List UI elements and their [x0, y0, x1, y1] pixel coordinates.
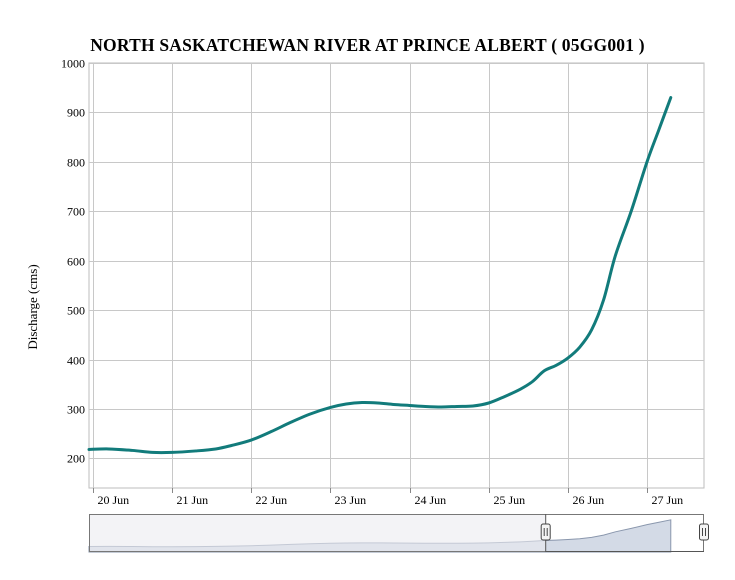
y-tick-label: 800 — [67, 156, 85, 170]
navigator-mask — [89, 514, 546, 552]
x-tick-label: 24 Jun — [415, 493, 447, 507]
navigator-handle-left[interactable] — [540, 523, 551, 541]
y-tick-label: 300 — [67, 403, 85, 417]
y-tick-label: 1000 — [61, 57, 85, 71]
gridlines — [88, 62, 705, 493]
plot-border — [88, 62, 705, 489]
chart-title: NORTH SASKATCHEWAN RIVER AT PRINCE ALBER… — [90, 35, 645, 55]
navigator-handle-right[interactable] — [699, 523, 709, 541]
x-tick-label: 23 Jun — [335, 493, 367, 507]
x-tick-label: 21 Jun — [177, 493, 209, 507]
y-tick-label: 900 — [67, 106, 85, 120]
x-tick-label: 26 Jun — [573, 493, 605, 507]
series-line — [87, 96, 673, 455]
y-tick-label: 400 — [67, 354, 85, 368]
y-tick-labels: 200 300 400 500 600 700 800 900 1000 — [61, 57, 85, 466]
y-tick-label: 600 — [67, 255, 85, 269]
y-tick-label: 700 — [67, 205, 85, 219]
y-tick-label: 200 — [67, 452, 85, 466]
x-tick-label: 25 Jun — [494, 493, 526, 507]
x-tick-labels: 20 Jun 21 Jun 22 Jun 23 Jun 24 Jun 25 Jun 26 J… — [98, 493, 684, 507]
x-tick-label: 20 Jun — [98, 493, 130, 507]
range-navigator[interactable] — [88, 514, 709, 553]
x-tick-label: 27 Jun — [652, 493, 684, 507]
handle-grip — [699, 523, 709, 541]
y-tick-label: 500 — [67, 304, 85, 318]
handle-grip — [540, 523, 551, 541]
x-tick-label: 22 Jun — [256, 493, 288, 507]
series-layer — [87, 96, 673, 455]
